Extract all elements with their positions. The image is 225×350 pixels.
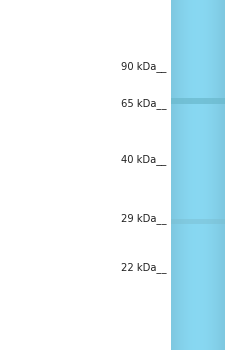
Text: 40 kDa__: 40 kDa__ <box>121 154 166 165</box>
Bar <box>171 98 225 104</box>
Text: 65 kDa__: 65 kDa__ <box>121 98 166 109</box>
Text: 29 kDa__: 29 kDa__ <box>121 213 166 224</box>
Bar <box>171 219 225 224</box>
Text: 90 kDa__: 90 kDa__ <box>121 61 166 72</box>
Text: 22 kDa__: 22 kDa__ <box>121 262 166 273</box>
